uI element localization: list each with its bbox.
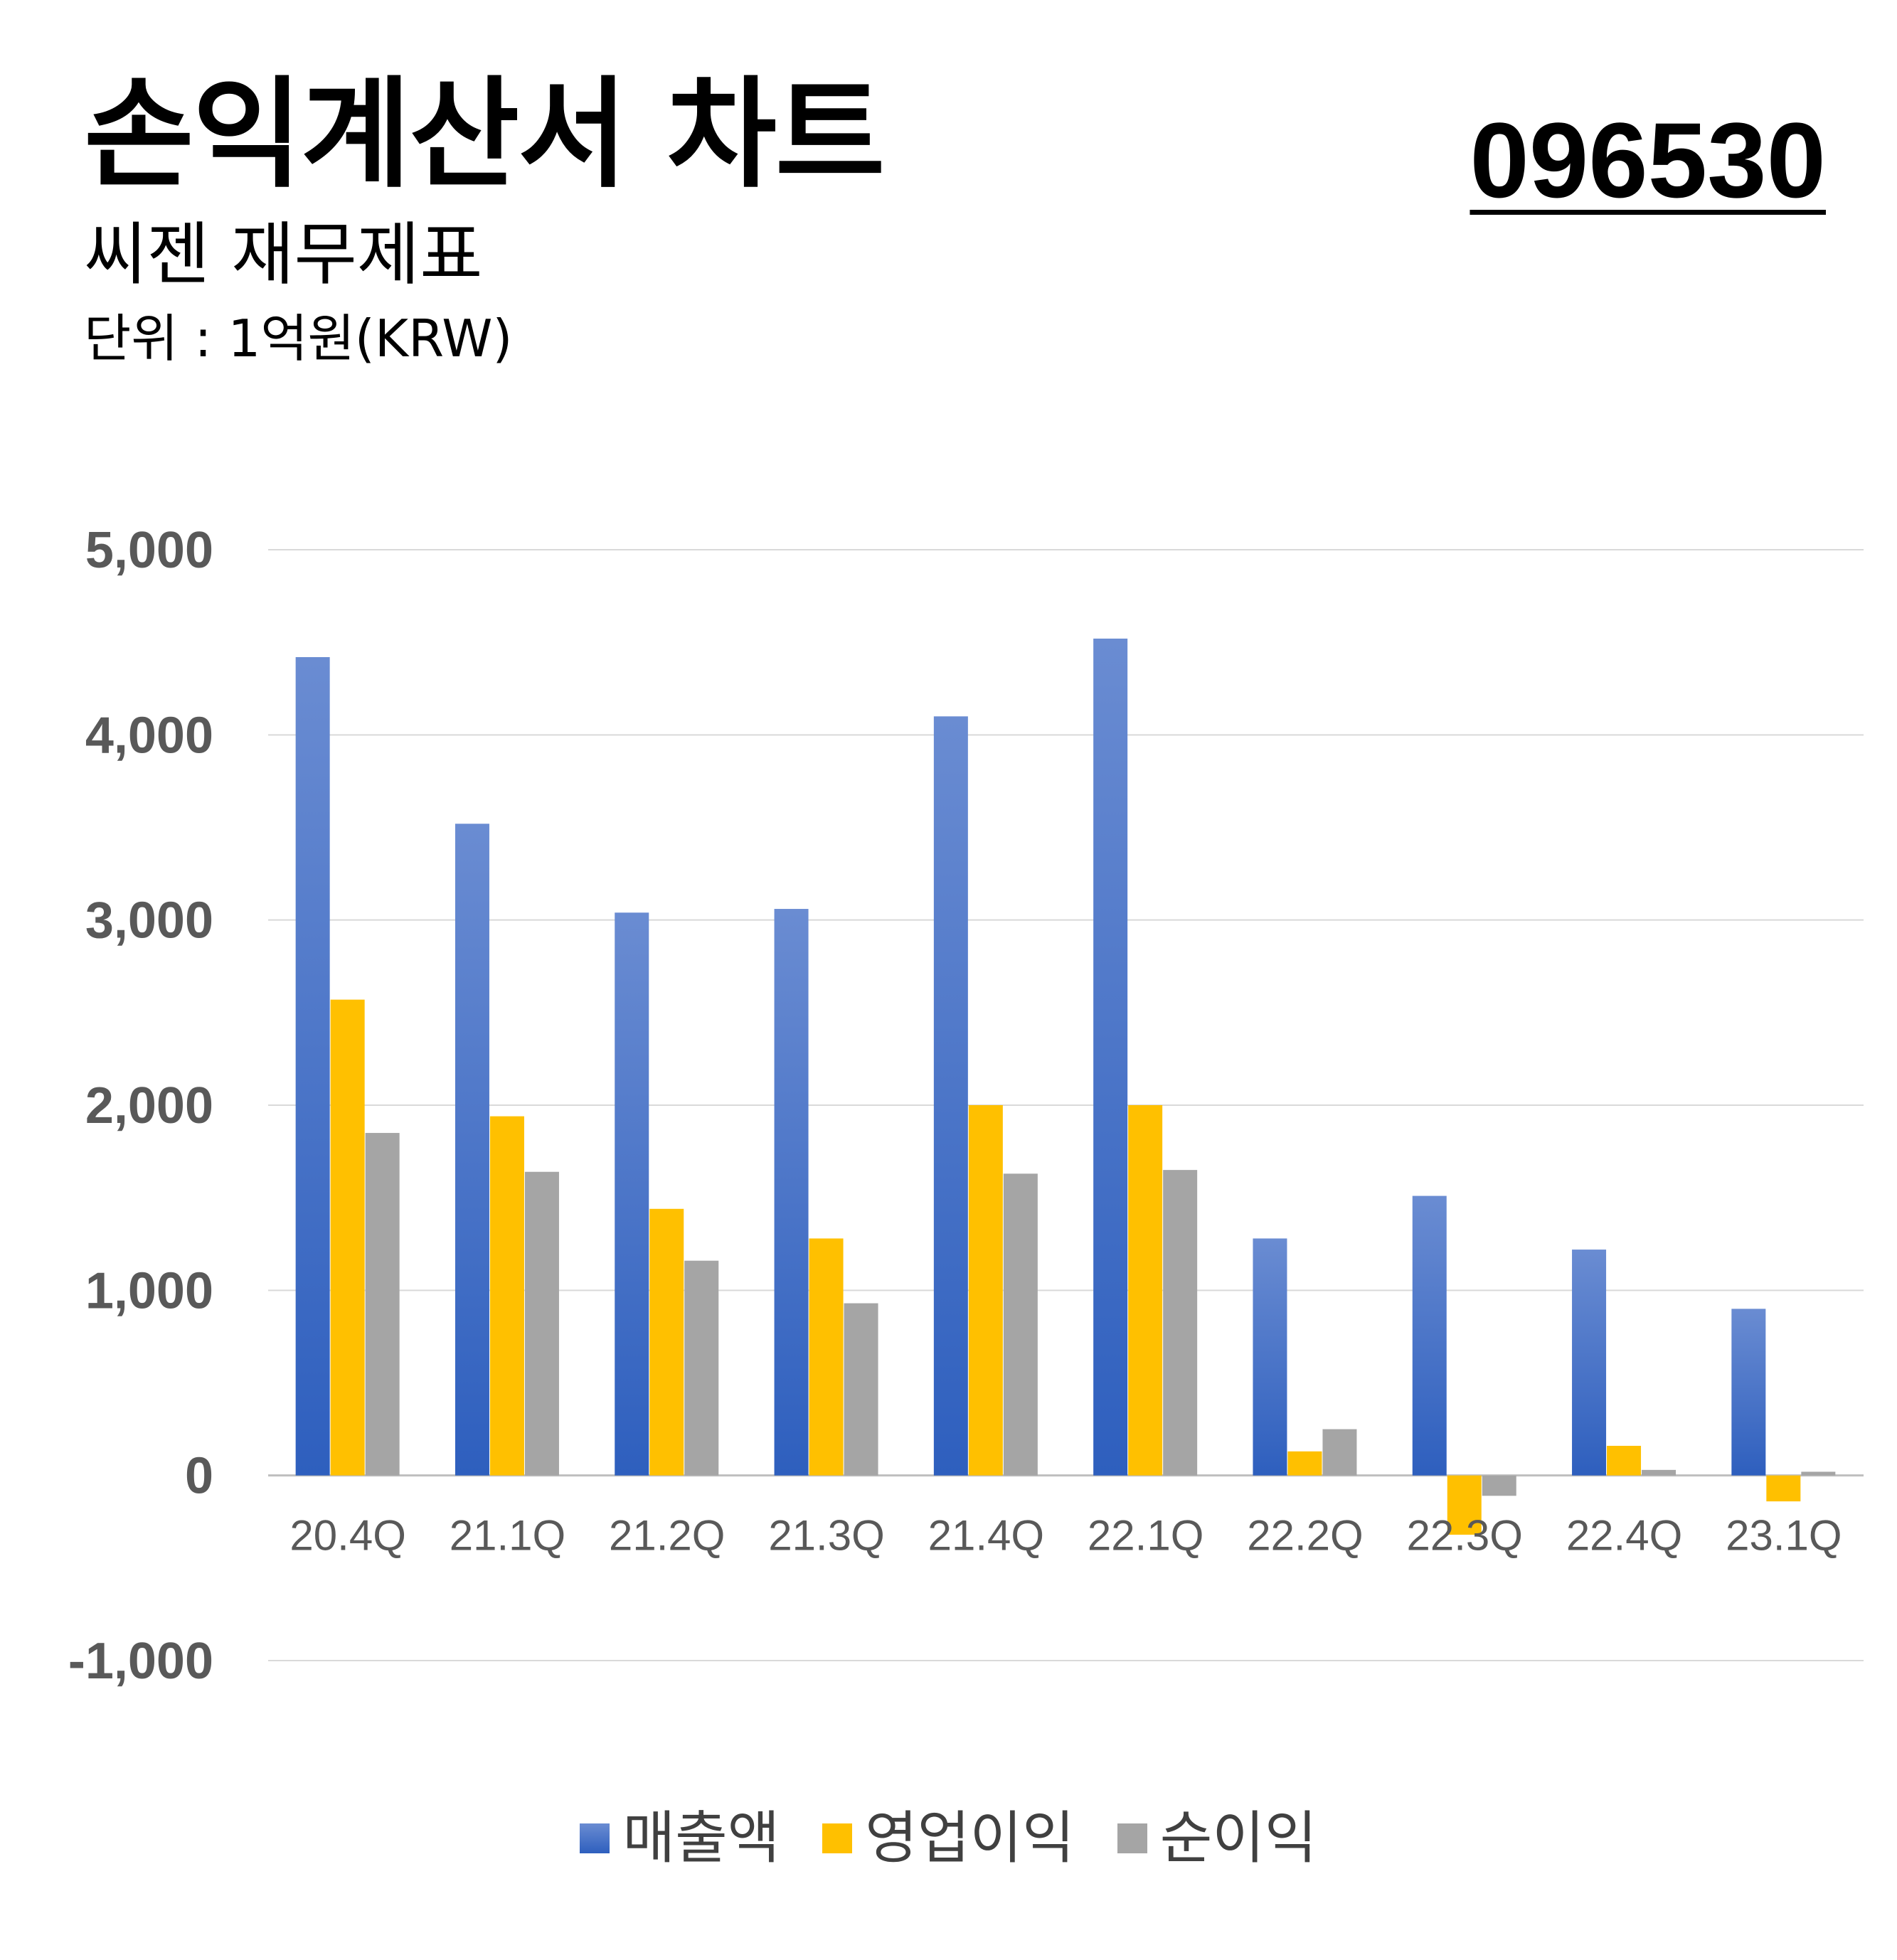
- bar-operating-profit: [968, 1105, 1003, 1476]
- legend-label-net-profit: 순이익: [1159, 1805, 1317, 1871]
- x-tick-label: 20.4Q: [289, 1512, 405, 1560]
- legend-item-net-profit: 순이익: [1117, 1810, 1317, 1867]
- bar-net-profit: [684, 1260, 719, 1476]
- bar-net-profit: [1801, 1471, 1836, 1476]
- x-tick-label: 22.2Q: [1247, 1512, 1363, 1560]
- y-tick-label: -1,000: [68, 1633, 213, 1690]
- y-axis-ticks: 5,000 4,000 3,000 2,000 1,000 0 -1,000: [68, 522, 213, 1690]
- bars: [295, 638, 1836, 1535]
- bar-chart: 5,000 4,000 3,000 2,000 1,000 0 -1,000 20.4Q 21…: [68, 522, 1864, 1690]
- stock-code: 096530: [1470, 100, 1826, 220]
- legend-swatch-operating-profit: [822, 1823, 853, 1853]
- bar-revenue: [1253, 1238, 1287, 1476]
- bar-operating-profit: [1447, 1475, 1482, 1535]
- legend-label-operating-profit: 영업이익: [865, 1805, 1075, 1871]
- legend-label-revenue: 매출액: [622, 1805, 780, 1871]
- gridlines: [268, 549, 1864, 1661]
- chart-title: 손익계산서 차트: [84, 65, 885, 204]
- bar-revenue: [1572, 1250, 1607, 1476]
- bar-revenue: [1412, 1195, 1447, 1476]
- bar-net-profit: [1642, 1469, 1677, 1476]
- legend-swatch-revenue: [580, 1823, 610, 1853]
- bar-operating-profit: [1128, 1105, 1163, 1476]
- bar-net-profit: [524, 1171, 559, 1476]
- y-tick-label: 2,000: [85, 1077, 213, 1134]
- y-tick-label: 3,000: [85, 893, 213, 949]
- bar-net-profit: [1322, 1429, 1357, 1476]
- x-tick-label: 21.2Q: [609, 1512, 725, 1560]
- y-tick-label: 0: [185, 1448, 213, 1505]
- x-tick-label: 21.1Q: [450, 1512, 565, 1560]
- bar-revenue: [295, 656, 330, 1476]
- x-tick-label: 22.1Q: [1088, 1512, 1203, 1560]
- x-tick-label: 23.1Q: [1726, 1512, 1842, 1560]
- legend-item-operating-profit: 영업이익: [822, 1805, 1075, 1871]
- bar-net-profit: [1003, 1173, 1038, 1476]
- bar-operating-profit: [1766, 1475, 1801, 1502]
- x-axis-ticks: 20.4Q 21.1Q 21.2Q 21.3Q 21.4Q 22.1Q 22.2Q 22.3Q…: [289, 1512, 1842, 1560]
- bar-net-profit: [365, 1133, 400, 1476]
- y-tick-label: 1,000: [85, 1262, 213, 1319]
- bar-net-profit: [1163, 1170, 1198, 1476]
- legend-item-revenue: 매출액: [580, 1810, 780, 1867]
- y-tick-label: 5,000: [85, 522, 213, 579]
- x-tick-label: 22.3Q: [1407, 1512, 1523, 1560]
- bar-revenue: [615, 912, 649, 1476]
- bar-operating-profit: [489, 1116, 524, 1476]
- bar-operating-profit: [1287, 1451, 1322, 1476]
- bar-operating-profit: [649, 1208, 684, 1476]
- bar-net-profit: [844, 1303, 878, 1476]
- legend: 매출액 영업이익 순이익: [0, 1810, 1897, 1867]
- bar-operating-profit: [809, 1238, 844, 1476]
- bar-revenue: [774, 909, 809, 1476]
- bar-net-profit: [1482, 1475, 1516, 1496]
- chart-subtitle: 씨젠 재무제표: [84, 215, 483, 294]
- legend-swatch-net-profit: [1117, 1823, 1147, 1853]
- bar-revenue: [1731, 1309, 1766, 1476]
- bar-revenue: [933, 716, 968, 1476]
- x-tick-label: 21.4Q: [928, 1512, 1044, 1560]
- x-tick-label: 21.3Q: [768, 1512, 884, 1560]
- bar-revenue: [1093, 638, 1128, 1476]
- y-tick-label: 4,000: [85, 707, 213, 764]
- bar-operating-profit: [1607, 1446, 1642, 1476]
- bar-revenue: [455, 824, 489, 1476]
- x-tick-label: 22.4Q: [1566, 1512, 1682, 1560]
- unit-label: 단위 : 1억원(KRW): [84, 309, 513, 368]
- bar-operating-profit: [330, 999, 365, 1476]
